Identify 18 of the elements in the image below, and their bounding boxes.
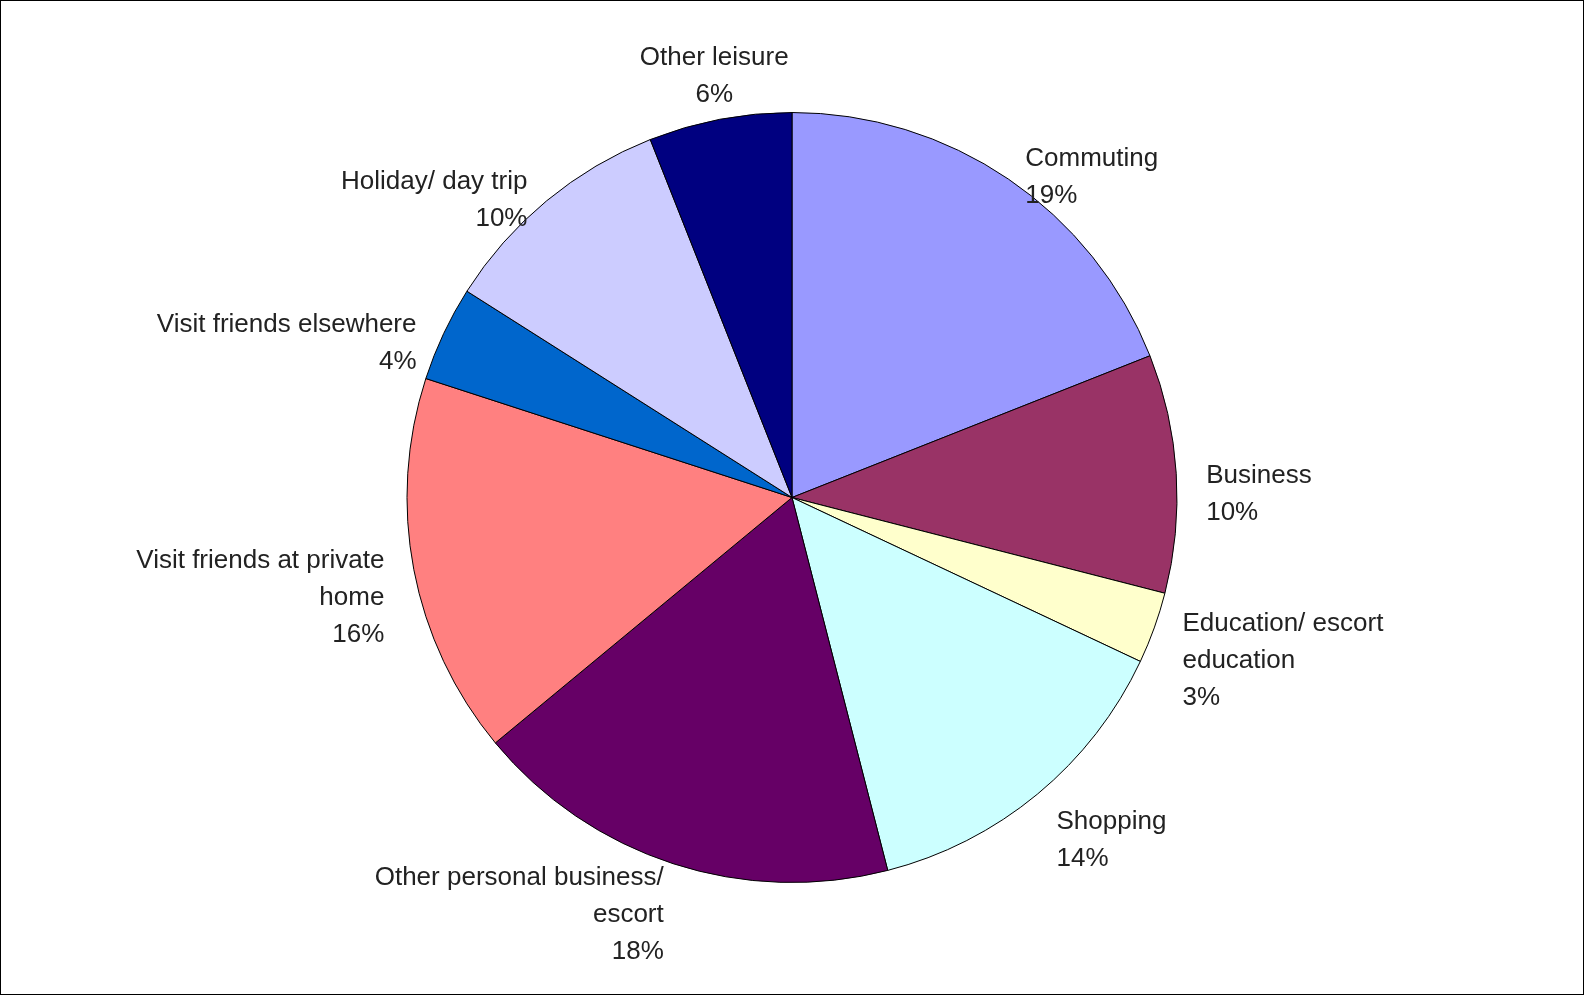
slice-label: Business [1206, 458, 1312, 489]
slice-label: Other personal business/ escort [374, 861, 665, 929]
slice-label: Other leisure [639, 40, 789, 71]
data-label: 4% [378, 345, 417, 376]
slice-label: Education/ escort education [1182, 607, 1385, 675]
slice-label: Holiday/ day trip [341, 165, 528, 196]
data-label: 16% [332, 618, 385, 649]
slice-label: Shopping [1056, 804, 1167, 835]
data-label: 10% [1206, 495, 1259, 526]
data-label: 18% [611, 935, 664, 966]
data-label: 6% [695, 77, 734, 108]
data-label: 14% [1056, 841, 1109, 872]
slice-label: Visit friends at private home [136, 544, 385, 612]
data-label: 10% [475, 202, 528, 233]
slice-label: Commuting [1025, 141, 1159, 172]
data-label: 3% [1182, 681, 1221, 712]
data-label: 19% [1025, 178, 1078, 209]
slice-label: Visit friends elsewhere [156, 308, 417, 339]
